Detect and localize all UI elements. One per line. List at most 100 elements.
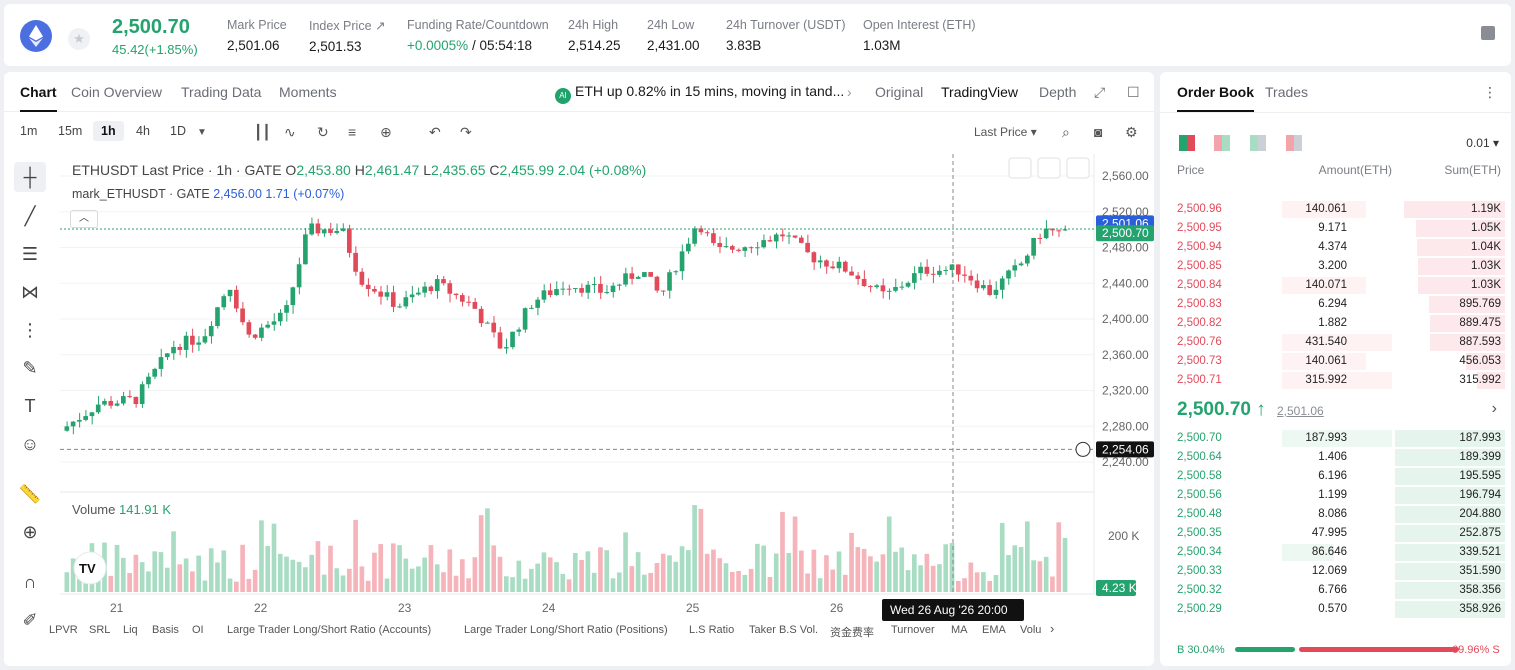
ask-row[interactable]: 2,500.95 9.171 1.05K bbox=[1160, 219, 1511, 238]
magnet-icon[interactable]: ∩ bbox=[23, 572, 37, 592]
both-view-icon[interactable] bbox=[1179, 135, 1195, 151]
bid-row[interactable]: 2,500.33 12.069 351.590 bbox=[1160, 562, 1511, 581]
sort-down-icon[interactable] bbox=[1008, 157, 1032, 179]
volume-bar bbox=[943, 544, 949, 592]
fullscreen-icon[interactable]: ⤢ bbox=[1094, 84, 1106, 100]
chevron-right-icon[interactable]: › bbox=[847, 84, 852, 100]
view-original[interactable]: Original bbox=[875, 84, 924, 100]
bid-row[interactable]: 2,500.70 187.993 187.993 bbox=[1160, 429, 1511, 448]
chevron-right-icon[interactable]: › bbox=[1491, 400, 1497, 417]
candle-type-icon[interactable]: ┃┃ bbox=[254, 124, 271, 140]
pattern-icon[interactable]: ⋈ bbox=[21, 282, 39, 302]
add-alert-icon[interactable]: ⊕ bbox=[380, 124, 392, 140]
ask-only-view-icon[interactable] bbox=[1286, 135, 1302, 151]
crosshair-icon[interactable]: ┼ bbox=[14, 162, 46, 192]
more-icon[interactable]: ⋮ bbox=[1483, 84, 1497, 100]
emoji-icon[interactable]: ☺ bbox=[20, 434, 40, 454]
ind-volume[interactable]: Volu bbox=[1020, 624, 1042, 636]
tf-1h[interactable]: 1h bbox=[93, 121, 124, 141]
tab-trading-data[interactable]: Trading Data bbox=[181, 84, 262, 100]
mid-mark-price[interactable]: 2,501.06 bbox=[1277, 404, 1324, 418]
favorite-star-icon[interactable]: ★ bbox=[68, 28, 90, 50]
ind-oi[interactable]: OI bbox=[192, 624, 204, 636]
ind-turnover[interactable]: Turnover bbox=[891, 624, 935, 636]
ind-lpvr[interactable]: LPVR bbox=[49, 624, 78, 636]
text-icon[interactable]: T bbox=[24, 396, 36, 416]
ask-row[interactable]: 2,500.83 6.294 895.769 bbox=[1160, 295, 1511, 314]
view-tradingview[interactable]: TradingView bbox=[941, 84, 1019, 100]
ind-ltlsr-positions[interactable]: Large Trader Long/Short Ratio (Positions… bbox=[464, 624, 668, 636]
fib-icon[interactable]: ☰ bbox=[21, 244, 39, 264]
row-sum: 889.475 bbox=[1459, 317, 1501, 329]
bid-row[interactable]: 2,500.32 6.766 358.356 bbox=[1160, 581, 1511, 600]
ind-ma[interactable]: MA bbox=[951, 624, 968, 636]
tf-15m[interactable]: 15m bbox=[58, 124, 83, 138]
replay-icon[interactable]: ↻ bbox=[317, 124, 329, 140]
bid-row[interactable]: 2,500.58 6.196 195.595 bbox=[1160, 467, 1511, 486]
ruler-icon[interactable]: 📏 bbox=[18, 484, 42, 504]
templates-icon[interactable]: ≡ bbox=[348, 124, 357, 140]
trendline-icon[interactable]: ╱ bbox=[24, 206, 36, 226]
ind-liq[interactable]: Liq bbox=[123, 624, 138, 636]
ask-row[interactable]: 2,500.96 140.061 1.19K bbox=[1160, 200, 1511, 219]
tf-1d[interactable]: 1D bbox=[170, 124, 186, 138]
ind-ltlsr-accounts[interactable]: Large Trader Long/Short Ratio (Accounts) bbox=[227, 624, 432, 636]
ask-row[interactable]: 2,500.94 4.374 1.04K bbox=[1160, 238, 1511, 257]
projection-icon[interactable]: ⋮ bbox=[21, 320, 39, 340]
calendar-icon[interactable] bbox=[1481, 26, 1495, 40]
ask-row[interactable]: 2,500.82 1.882 889.475 bbox=[1160, 314, 1511, 333]
depth-bar bbox=[1395, 525, 1505, 542]
undo-icon[interactable]: ↶ bbox=[429, 124, 441, 140]
ind-basis[interactable]: Basis bbox=[152, 624, 179, 636]
indicators-icon[interactable]: ∿ bbox=[284, 124, 296, 140]
ind-ema[interactable]: EMA bbox=[982, 624, 1006, 636]
ask-row[interactable]: 2,500.73 140.061 456.053 bbox=[1160, 352, 1511, 371]
view-depth[interactable]: Depth bbox=[1039, 84, 1077, 100]
ind-taker-vol[interactable]: Taker B.S Vol. bbox=[749, 624, 819, 636]
search-icon[interactable]: ⌕ bbox=[1062, 124, 1070, 140]
collapse-legend-button[interactable]: ︿ bbox=[70, 210, 98, 228]
tab-chart[interactable]: Chart bbox=[20, 84, 57, 112]
chevron-right-icon[interactable]: › bbox=[1050, 621, 1055, 636]
tab-moments[interactable]: Moments bbox=[279, 84, 337, 100]
lock-icon[interactable]: ✐ bbox=[22, 610, 38, 630]
price-source-select[interactable]: Last Price ▾ bbox=[974, 125, 1037, 139]
volume-bar bbox=[478, 515, 484, 592]
ask-row[interactable]: 2,500.84 140.071 1.03K bbox=[1160, 276, 1511, 295]
redo-icon[interactable]: ↷ bbox=[460, 124, 472, 140]
tf-1m[interactable]: 1m bbox=[20, 124, 38, 138]
asks-view-icon[interactable] bbox=[1250, 135, 1266, 151]
candle-body bbox=[604, 292, 610, 294]
bid-row[interactable]: 2,500.56 1.199 196.794 bbox=[1160, 486, 1511, 505]
zoom-icon[interactable]: ⊕ bbox=[22, 522, 38, 542]
tab-order-book[interactable]: Order Book bbox=[1177, 84, 1255, 112]
precision-select[interactable]: 0.01 ▾ bbox=[1466, 136, 1499, 150]
bid-row[interactable]: 2,500.64 1.406 189.399 bbox=[1160, 448, 1511, 467]
tf-dropdown-icon[interactable]: ▼ bbox=[197, 127, 207, 138]
collapse-icon[interactable] bbox=[1037, 157, 1061, 179]
tab-trades[interactable]: Trades bbox=[1265, 84, 1309, 100]
ind-ls-ratio[interactable]: L.S Ratio bbox=[689, 624, 735, 636]
ask-row[interactable]: 2,500.71 315.992 315.992 bbox=[1160, 371, 1511, 390]
gear-icon[interactable]: ⚙ bbox=[1125, 124, 1138, 140]
stat-index-price[interactable]: Index Price ↗ 2,501.53 bbox=[309, 19, 386, 54]
ask-row[interactable]: 2,500.85 3.200 1.03K bbox=[1160, 257, 1511, 276]
auto-scale-icon[interactable] bbox=[1066, 157, 1090, 179]
bid-row[interactable]: 2,500.35 47.995 252.875 bbox=[1160, 524, 1511, 543]
news-ticker[interactable]: AI ETH up 0.82% in 15 mins, moving in tan… bbox=[555, 83, 844, 104]
camera-icon[interactable]: ◙ bbox=[1094, 124, 1103, 140]
bid-row[interactable]: 2,500.29 0.570 358.926 bbox=[1160, 600, 1511, 619]
bid-row[interactable]: 2,500.34 86.646 339.521 bbox=[1160, 543, 1511, 562]
window-icon[interactable]: ☐ bbox=[1127, 84, 1140, 100]
tf-4h[interactable]: 4h bbox=[136, 124, 150, 138]
ask-row[interactable]: 2,500.76 431.540 887.593 bbox=[1160, 333, 1511, 352]
ind-srl[interactable]: SRL bbox=[89, 624, 111, 636]
bid-row[interactable]: 2,500.48 8.086 204.880 bbox=[1160, 505, 1511, 524]
brush-icon[interactable]: ✎ bbox=[22, 358, 38, 378]
add-alert-crosshair-icon[interactable] bbox=[1075, 441, 1091, 457]
tab-coin-overview[interactable]: Coin Overview bbox=[71, 84, 163, 100]
bids-view-icon[interactable] bbox=[1214, 135, 1230, 151]
depth-bar bbox=[1395, 506, 1505, 523]
ind-funding-rate[interactable]: 资金费率 bbox=[830, 627, 874, 639]
price-chart[interactable]: 2,560.00 2,520.00 2,480.00 2,440.00 2,400.00… bbox=[60, 154, 1154, 634]
